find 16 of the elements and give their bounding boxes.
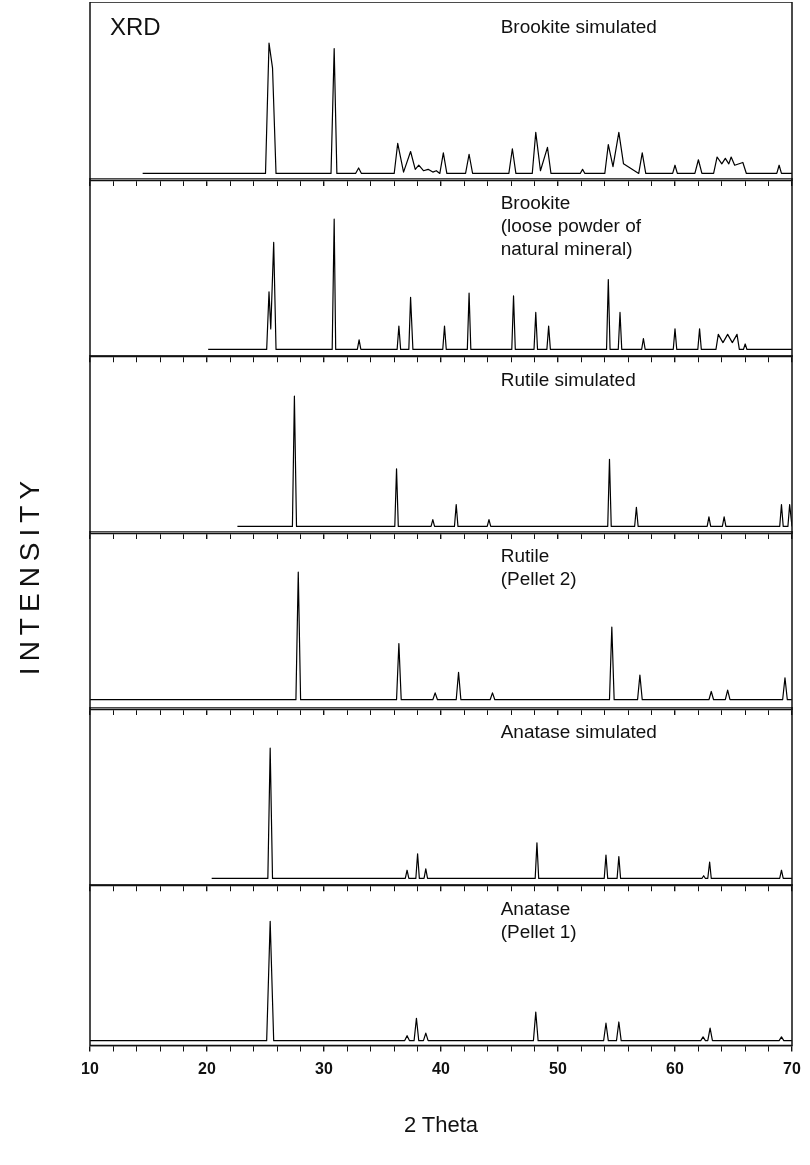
x-tick-label: 40 [432,1059,450,1077]
x-tick-label: 30 [315,1059,333,1077]
text: XRD [110,12,161,40]
x-tick-label: 10 [81,1059,99,1077]
annotation: Anatase (Pellet 1) [500,897,577,942]
annotation: Rutile (Pellet 2) [500,544,577,589]
text: Anatase simulated [500,721,657,743]
y-axis-title: INTENSITY [14,473,46,677]
x-tick-label: 70 [783,1059,801,1077]
annotation: Brookite (loose powder of natural mineral) [500,192,642,260]
x-tick-label: 60 [666,1059,684,1077]
text: Brookite simulated [500,15,657,37]
x-axis-title: 2 Theta [403,1111,479,1137]
text: Rutile simulated [500,368,636,390]
x-tick-label: 20 [198,1059,216,1077]
x-tick-label: 50 [549,1059,567,1077]
